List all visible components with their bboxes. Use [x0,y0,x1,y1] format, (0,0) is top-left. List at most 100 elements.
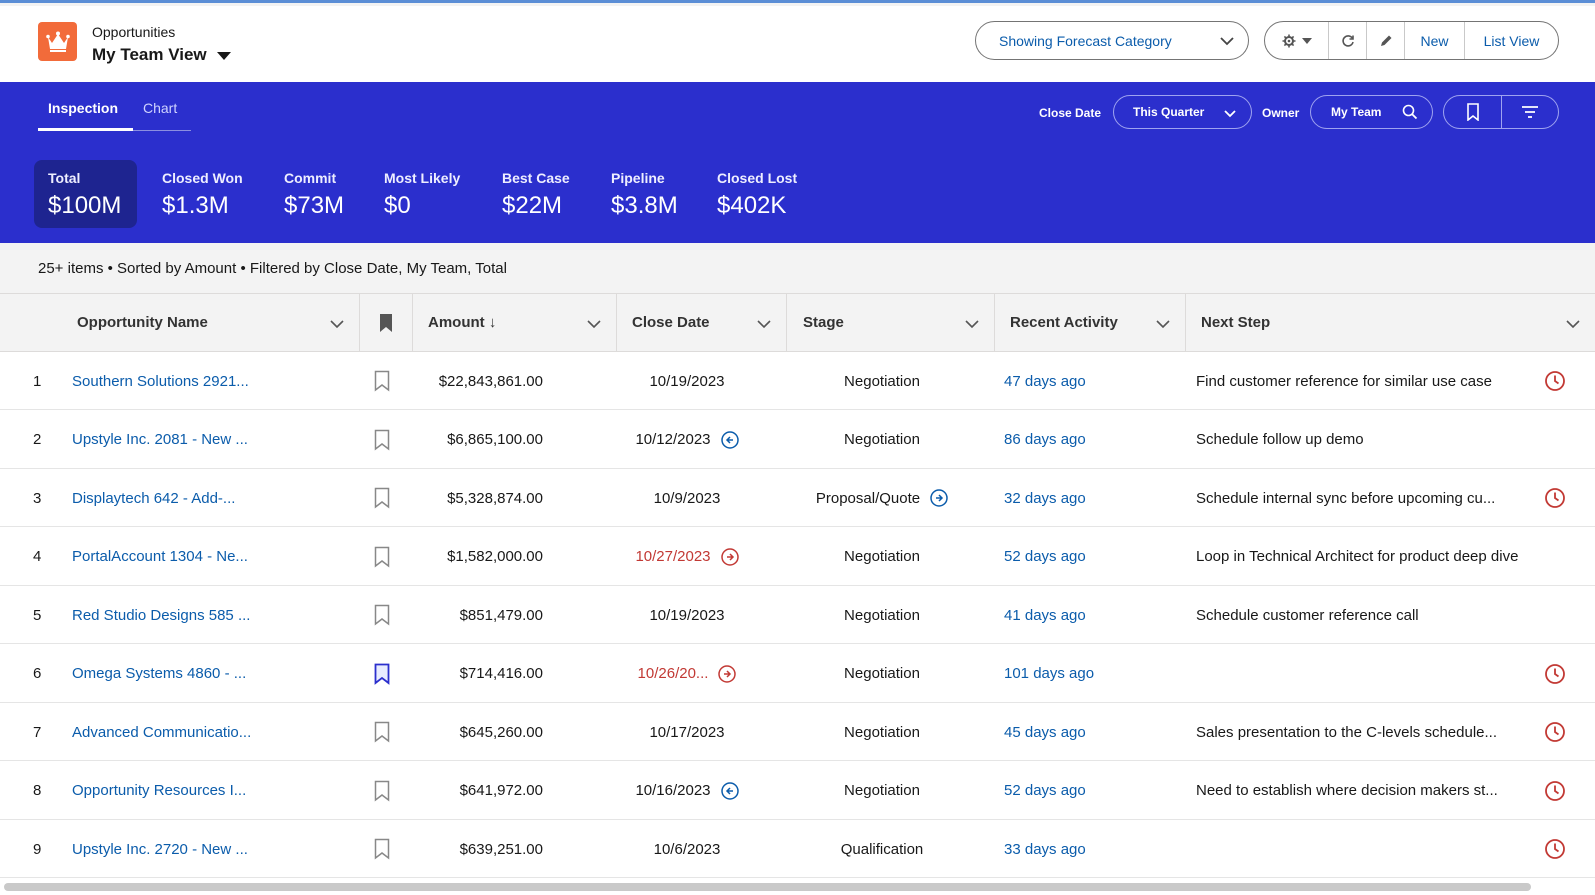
table-row[interactable]: 5 Red Studio Designs 585 ... $851,479.00 10… [0,586,1595,644]
table-row[interactable]: 3 Displaytech 642 - Add-... $5,328,874.00 1… [0,469,1595,527]
row-number: 5 [33,606,42,624]
pencil-icon [1380,35,1391,46]
metric-total[interactable]: Total $100M [34,160,137,228]
recent-activity-link[interactable]: 45 days ago [1004,723,1086,741]
amount-value: $1,582,000.00 [447,548,543,565]
opportunity-name-link[interactable]: Red Studio Designs 585 ... [72,606,251,624]
recent-activity-link[interactable]: 32 days ago [1004,489,1086,507]
chevron-down-icon[interactable] [964,316,980,332]
filter-lines-icon [1522,106,1538,118]
bookmark-cell[interactable] [374,469,398,527]
recent-activity-link[interactable]: 41 days ago [1004,606,1086,624]
opportunity-name-link[interactable]: Southern Solutions 2921... [72,372,249,390]
tab-inspection[interactable]: Inspection [48,100,119,116]
bookmark-filter-button[interactable] [1444,96,1502,128]
date-pulled-in-icon [720,430,739,449]
bookmark-icon [374,604,390,626]
row-number: 4 [33,548,42,565]
filter-button[interactable] [1502,96,1558,128]
stage-value: Negotiation [844,782,920,799]
amount-value: $6,865,100.00 [447,431,543,448]
metric-label: Most Likely [384,170,461,186]
bookmark-cell[interactable] [374,586,398,644]
chevron-down-icon[interactable] [329,316,345,332]
table-row[interactable]: 6 Omega Systems 4860 - ... $714,416.00 10/2… [0,645,1595,703]
next-step-value: Find customer reference for similar use … [1196,372,1492,390]
stage-cell: Negotiation [787,528,977,586]
chevron-down-icon[interactable] [1565,316,1581,332]
opportunity-crown-icon [38,22,77,61]
row-number: 2 [33,431,42,448]
table-row[interactable]: 7 Advanced Communicatio... $645,260.00 10/1… [0,703,1595,761]
table-row[interactable]: 9 Upstyle Inc. 2720 - New ... $639,251.00 1… [0,820,1595,878]
settings-menu-button[interactable] [1265,22,1329,59]
column-header-stage[interactable]: Stage [787,294,995,351]
next-step-value: Need to establish where decision makers … [1196,782,1498,799]
bookmark-icon [374,370,390,392]
metric-closed-won[interactable]: Closed Won $1.3M [162,170,243,238]
list-view-selector[interactable]: My Team View [92,45,231,65]
metric-most-likely[interactable]: Most Likely $0 [384,170,460,238]
table-row[interactable]: 2 Upstyle Inc. 2081 - New ... $6,865,100.0… [0,411,1595,469]
recent-activity-link[interactable]: 101 days ago [1004,665,1095,682]
metric-closed-lost[interactable]: Closed Lost $402K [717,170,797,238]
amount-value: $851,479.00 [459,606,543,624]
metric-value: $100M [48,192,122,219]
close-date-value: 10/6/2023 [653,840,721,858]
overdue-clock-cell [1544,645,1568,703]
stage-cell: Negotiation [787,586,977,644]
column-header-opportunity-name[interactable]: Opportunity Name [0,294,360,351]
forecast-category-button[interactable]: Showing Forecast Category [975,21,1249,60]
close-date-filter[interactable]: This Quarter [1113,95,1252,129]
opportunity-name-link[interactable]: Opportunity Resources I... [72,782,247,799]
metric-best-case[interactable]: Best Case $22M [502,170,570,238]
edit-button[interactable] [1367,22,1405,59]
list-view-button[interactable]: List View [1483,32,1540,49]
chevron-down-icon[interactable] [586,316,602,332]
opportunity-name-link[interactable]: PortalAccount 1304 - Ne... [72,548,248,565]
refresh-button[interactable] [1329,22,1367,59]
chevron-down-icon[interactable] [756,316,772,332]
bookmark-cell[interactable] [374,703,398,761]
close-date-cell: 10/6/2023 [617,820,757,878]
bookmark-cell[interactable] [374,762,398,820]
column-header-bookmark[interactable] [360,294,413,351]
forecast-category-label: Showing Forecast Category [999,32,1172,49]
stage-value: Negotiation [844,372,920,390]
bookmark-cell[interactable] [374,820,398,878]
column-header-label: Next Step [1201,314,1271,331]
opportunity-name-link[interactable]: Upstyle Inc. 2720 - New ... [72,840,248,858]
table-row[interactable]: 8 Opportunity Resources I... $641,972.00 10… [0,762,1595,820]
opportunity-name-link[interactable]: Displaytech 642 - Add-... [72,489,236,507]
recent-activity-link[interactable]: 86 days ago [1004,431,1086,448]
column-header-amount[interactable]: Amount ↓ [413,294,617,351]
horizontal-scrollbar[interactable] [4,883,1531,891]
recent-activity-link[interactable]: 52 days ago [1004,548,1086,565]
recent-activity-link[interactable]: 33 days ago [1004,840,1086,858]
recent-activity-link[interactable]: 52 days ago [1004,782,1086,799]
opportunity-name-link[interactable]: Advanced Communicatio... [72,723,252,741]
owner-label: Owner [1262,106,1300,120]
metric-commit[interactable]: Commit $73M [284,170,344,238]
metric-pipeline[interactable]: Pipeline $3.8M [611,170,678,238]
column-header-close-date[interactable]: Close Date [617,294,787,351]
bookmark-cell[interactable] [374,645,398,703]
bookmark-cell[interactable] [374,352,398,410]
owner-filter[interactable]: My Team [1310,95,1433,129]
table-row[interactable]: 4 PortalAccount 1304 - Ne... $1,582,000.00… [0,528,1595,586]
chevron-down-icon[interactable] [1155,316,1171,332]
table-row[interactable]: 1 Southern Solutions 2921... $22,843,861.0… [0,352,1595,410]
column-header-next-step[interactable]: Next Step [1186,294,1595,351]
opportunity-name-link[interactable]: Omega Systems 4860 - ... [72,665,247,682]
clock-icon [1545,488,1565,508]
stage-value: Qualification [840,840,924,858]
column-header-recent-activity[interactable]: Recent Activity [995,294,1186,351]
recent-activity-link[interactable]: 47 days ago [1004,372,1086,390]
new-button[interactable]: New [1405,22,1465,59]
tab-chart[interactable]: Chart [143,100,178,116]
column-header-label: Opportunity Name [77,314,208,331]
close-date-value: 10/26/20... [637,665,709,682]
bookmark-cell[interactable] [374,411,398,469]
bookmark-cell[interactable] [374,528,398,586]
opportunity-name-link[interactable]: Upstyle Inc. 2081 - New ... [72,431,248,448]
